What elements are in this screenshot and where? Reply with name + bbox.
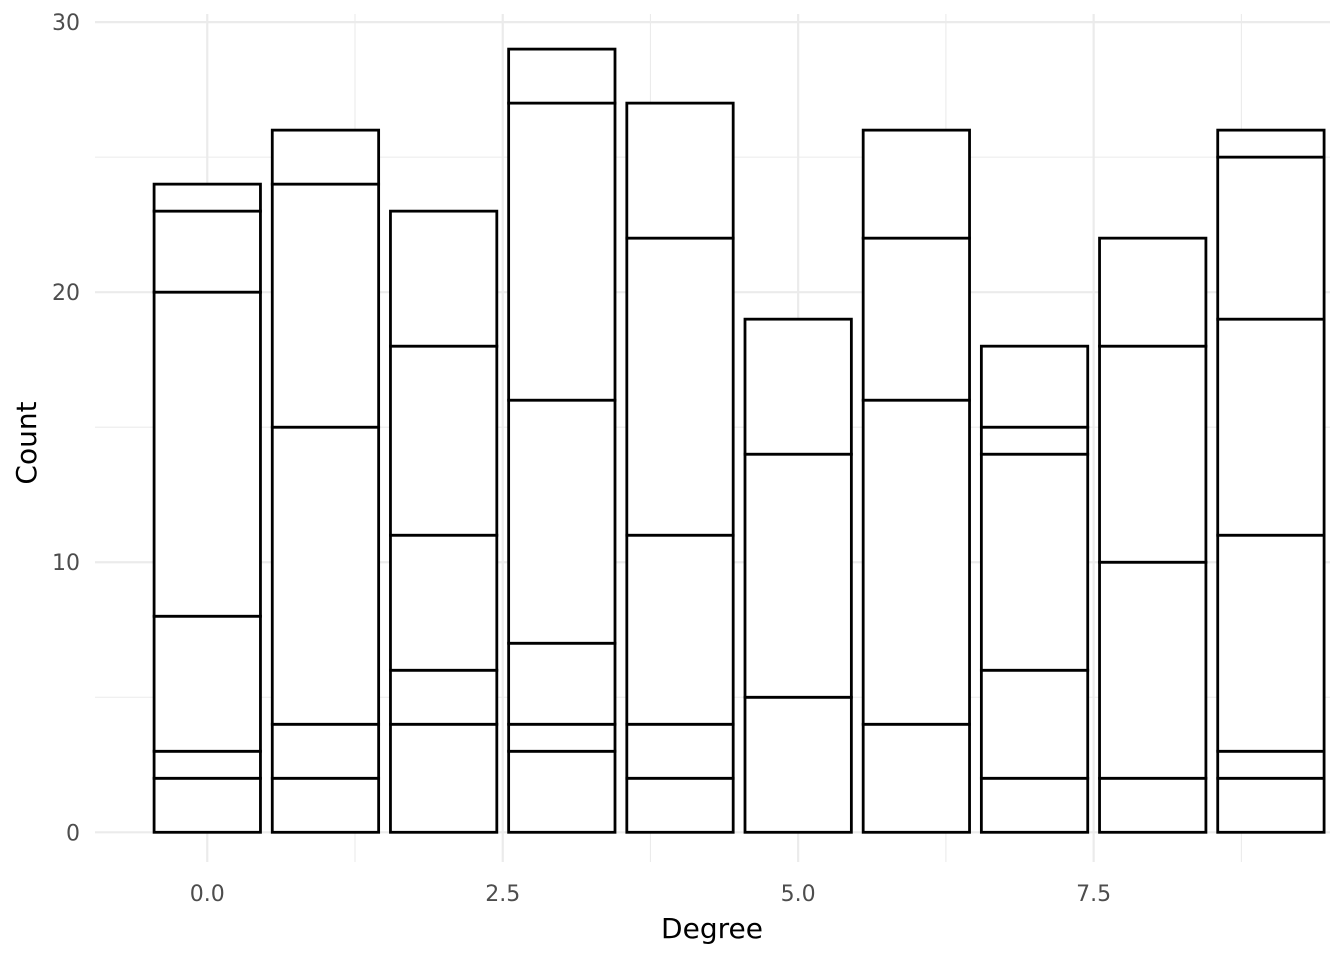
bar-segment <box>861 398 971 726</box>
bar-segment <box>979 344 1090 429</box>
bar-segment <box>507 47 617 105</box>
bar-stack <box>270 128 381 834</box>
bar-segment <box>743 695 853 834</box>
bar-segment <box>625 236 735 537</box>
x-tick-label: 0.0 <box>190 882 225 907</box>
bar-segment <box>861 128 971 240</box>
bar-stack <box>152 182 262 834</box>
bar-segment <box>270 722 381 780</box>
bar-segment <box>625 722 735 780</box>
bar-segment <box>1216 155 1326 321</box>
bar-segment <box>507 398 617 645</box>
bar-stack <box>1216 128 1326 834</box>
bar-segment <box>270 425 381 726</box>
x-axis-title: Degree <box>661 912 763 945</box>
y-axis-title: Count <box>10 401 43 484</box>
bar-segment <box>979 452 1090 672</box>
bar-stack <box>861 128 971 834</box>
bar-segment <box>389 344 499 537</box>
bar-segment <box>1098 236 1208 348</box>
bar-segment <box>152 776 262 834</box>
bar-segment <box>1216 317 1326 537</box>
bar-stack <box>743 317 853 834</box>
bar-segment <box>507 101 617 402</box>
bar-segment <box>979 425 1090 456</box>
bar-stack <box>1098 236 1208 834</box>
bar-segment <box>1098 776 1208 834</box>
y-tick-label: 0 <box>66 821 80 846</box>
bars <box>152 47 1326 834</box>
bar-segment <box>861 722 971 834</box>
y-tick-label: 20 <box>52 281 80 306</box>
bar-segment <box>389 668 499 726</box>
x-tick-label: 5.0 <box>781 882 816 907</box>
bar-segment <box>625 533 735 726</box>
bar-segment <box>270 182 381 429</box>
bar-segment <box>389 722 499 834</box>
bar-segment <box>389 533 499 672</box>
bar-segment <box>861 236 971 402</box>
bar-stack <box>625 101 735 834</box>
x-tick-label: 2.5 <box>485 882 520 907</box>
bar-segment <box>1216 776 1326 834</box>
bar-stack <box>507 47 617 834</box>
bar-segment <box>389 209 499 348</box>
bar-segment <box>625 101 735 240</box>
y-tick-label: 30 <box>52 11 80 36</box>
bar-segment <box>152 749 262 780</box>
x-tick-label: 7.5 <box>1076 882 1111 907</box>
bar-segment <box>1216 533 1326 753</box>
bar-segment <box>979 668 1090 780</box>
bar-segment <box>743 452 853 699</box>
bar-segment <box>152 182 262 213</box>
bar-segment <box>507 749 617 834</box>
bar-segment <box>152 614 262 753</box>
bar-segment <box>270 128 381 186</box>
bar-segment <box>1216 749 1326 780</box>
bar-segment <box>1098 344 1208 564</box>
bar-stack <box>389 209 499 834</box>
bar-segment <box>507 722 617 753</box>
bar-segment <box>1216 128 1326 159</box>
bar-segment <box>270 776 381 834</box>
bar-segment <box>507 641 617 726</box>
bar-segment <box>152 209 262 294</box>
bar-segment <box>743 317 853 456</box>
bar-segment <box>979 776 1090 834</box>
y-tick-label: 10 <box>52 551 80 576</box>
bar-segment <box>152 290 262 618</box>
bar-segment <box>625 776 735 834</box>
bar-segment <box>1098 560 1208 780</box>
tick-labels: 0 10 20 30 0.0 2.5 5.0 7.5 <box>52 11 1111 907</box>
bar-stack <box>979 344 1090 834</box>
